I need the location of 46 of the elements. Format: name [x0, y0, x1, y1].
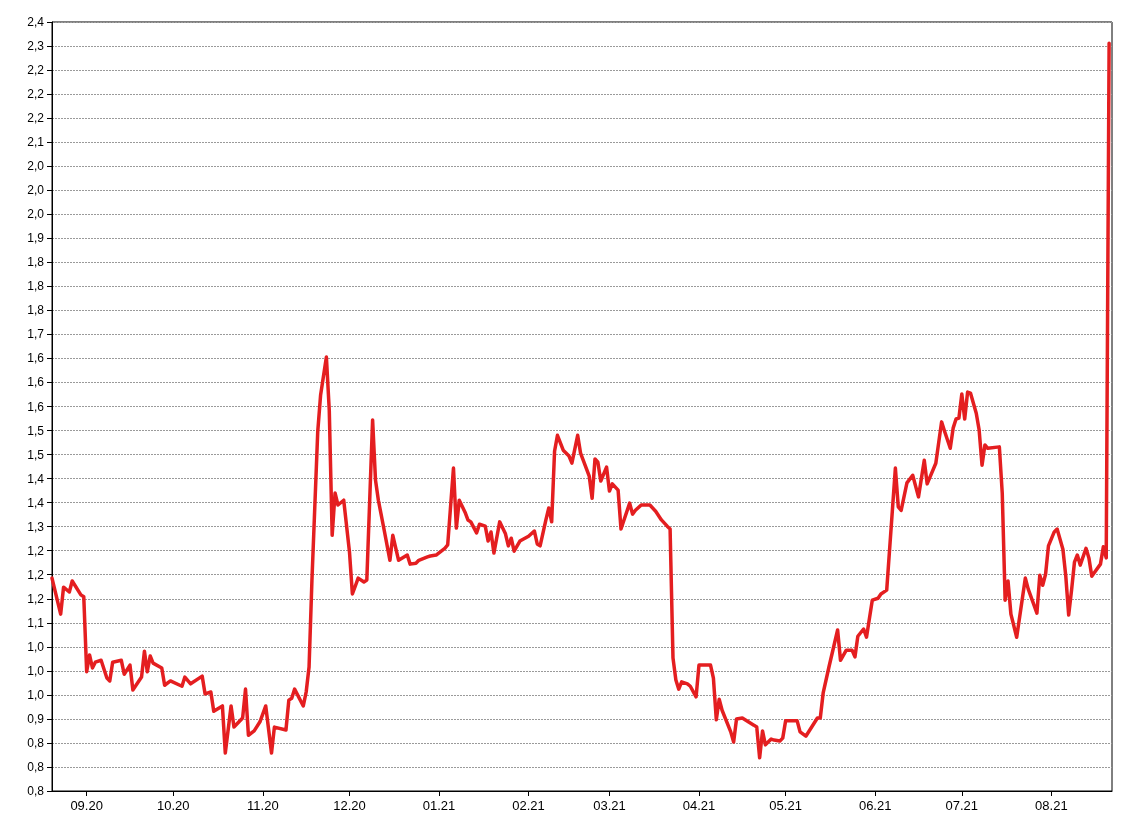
- line-series: [50, 41, 1111, 760]
- y-tick-label: 1,2: [27, 567, 45, 582]
- y-tick-label: 0,8: [27, 759, 45, 774]
- x-tick-label: 12.20: [333, 798, 366, 813]
- y-tick-label: 1,0: [27, 639, 45, 654]
- y-tick-label: 2,1: [27, 135, 45, 150]
- y-tick-label: 1,3: [27, 519, 45, 534]
- x-tick-label: 02.21: [512, 798, 545, 813]
- y-tick-label: 1,6: [27, 399, 45, 414]
- y-tick-label: 2,2: [27, 63, 45, 78]
- y-tick-label: 0,9: [27, 711, 45, 726]
- y-tick-label: 1,0: [27, 687, 45, 702]
- x-tick-label: 03.21: [593, 798, 626, 813]
- y-tick-label: 1,5: [27, 423, 45, 438]
- x-tick-label: 11.20: [247, 798, 279, 813]
- y-tick-label: 1,8: [27, 279, 45, 294]
- x-tick-label: 06.21: [858, 798, 892, 813]
- y-tick-label: 1,4: [27, 495, 45, 510]
- y-tick-label: 1,0: [27, 663, 45, 678]
- y-tick-label: 2,0: [27, 159, 45, 174]
- y-tick-label: 1,7: [27, 327, 45, 342]
- y-tick-label: 2,0: [27, 207, 45, 222]
- y-tick-label: 1,9: [27, 231, 45, 246]
- x-tick-label: 01.21: [422, 798, 456, 813]
- y-tick-label: 2,2: [27, 87, 45, 102]
- y-tick-label: 2,4: [27, 15, 45, 29]
- y-tick-label: 1,1: [27, 615, 45, 630]
- y-tick-label: 2,0: [27, 183, 45, 198]
- y-tick-label: 1,8: [27, 303, 45, 318]
- x-tick-label: 07.21: [945, 798, 979, 813]
- y-tick-label: 2,2: [27, 111, 45, 126]
- y-tick-label: 2,3: [27, 39, 45, 54]
- y-tick-label: 1,6: [27, 375, 45, 390]
- y-tick-label: 1,4: [27, 471, 45, 486]
- y-tick-label: 1,8: [27, 255, 45, 270]
- y-tick-label: 0,8: [27, 735, 45, 750]
- y-tick-label: 1,6: [27, 351, 45, 366]
- x-tick-label: 08.21: [1035, 798, 1068, 813]
- y-tick-label: 0,8: [27, 784, 45, 798]
- x-tick-label: 04.21: [682, 798, 716, 813]
- y-tick-label: 1,2: [27, 591, 45, 606]
- y-tick-label: 1,5: [27, 447, 45, 462]
- x-tick-label: 05.21: [769, 798, 802, 813]
- y-tick-label: 1,2: [27, 543, 45, 558]
- x-tick-label: 10.20: [157, 798, 190, 813]
- x-tick-label: 09.20: [70, 798, 103, 813]
